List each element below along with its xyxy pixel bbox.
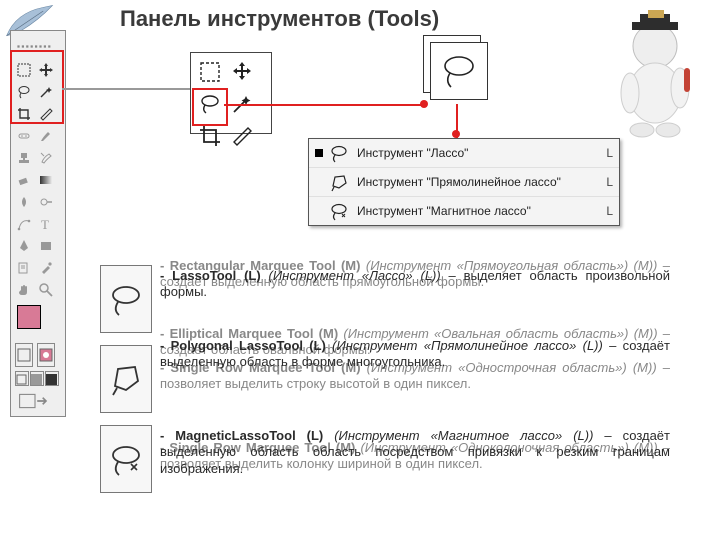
popup-key: L	[606, 204, 613, 218]
polylasso-icon	[329, 172, 349, 192]
connector-dot-1	[420, 100, 428, 108]
tool-stamp[interactable]	[13, 147, 35, 169]
tool-brush[interactable]	[35, 125, 57, 147]
tool-marquee[interactable]	[13, 59, 35, 81]
popup-label: Инструмент "Прямолинейное лассо"	[357, 175, 606, 189]
lasso-expl-1: - LassoTool (L) (Инструмент «Лассо» (L))…	[160, 268, 670, 301]
connector-gray	[62, 88, 190, 90]
zoom-crop-icon	[195, 121, 225, 151]
maglasso-icon	[329, 201, 349, 221]
tool-crop[interactable]	[13, 103, 35, 125]
connector-red-1	[224, 104, 424, 106]
zoom-move-icon	[227, 57, 257, 87]
lasso-expl-2: - Polygonal LassoTool (L) (Инструмент «П…	[160, 338, 670, 371]
tool-move[interactable]	[35, 59, 57, 81]
tool-eyedrop[interactable]	[35, 257, 57, 279]
lasso-popup: Инструмент "Лассо" L Инструмент "Прямоли…	[308, 138, 620, 226]
tool-zoom[interactable]	[35, 279, 57, 301]
screenmode-full[interactable]	[45, 371, 59, 386]
popup-key: L	[606, 146, 613, 160]
page-title: Панель инструментов (Tools)	[120, 6, 439, 32]
tool-eraser[interactable]	[13, 169, 35, 191]
zoom-marquee-icon	[195, 57, 225, 87]
quickmask-on[interactable]	[37, 343, 55, 367]
tools-panel: T	[10, 30, 66, 417]
connector-dot-2	[452, 130, 460, 138]
screenmode-std[interactable]	[15, 371, 29, 386]
tool-pen[interactable]	[13, 235, 35, 257]
lasso-flyout-thumb	[430, 42, 488, 100]
lasso-expl-3: - MagneticLassoTool (L) (Инструмент «Маг…	[160, 428, 670, 477]
popup-label: Инструмент "Магнитное лассо"	[357, 204, 606, 218]
tool-slice[interactable]	[35, 103, 57, 125]
tool-blur[interactable]	[13, 191, 35, 213]
svg-text:T: T	[41, 217, 49, 232]
quickmask-off[interactable]	[15, 343, 33, 367]
tool-hand[interactable]	[13, 279, 35, 301]
tool-path[interactable]	[13, 213, 35, 235]
popup-row-maglasso[interactable]: Инструмент "Магнитное лассо" L	[309, 197, 619, 225]
jump-to[interactable]	[13, 388, 57, 414]
strip-polylasso	[100, 345, 152, 413]
tool-gradient[interactable]	[35, 169, 57, 191]
color-swatches[interactable]	[13, 301, 57, 341]
mascot-figure	[600, 8, 710, 138]
strip-maglasso	[100, 425, 152, 493]
popup-row-polylasso[interactable]: Инструмент "Прямолинейное лассо" L	[309, 168, 619, 197]
popup-row-lasso[interactable]: Инструмент "Лассо" L	[309, 139, 619, 168]
tool-dodge[interactable]	[35, 191, 57, 213]
tool-lasso[interactable]	[13, 81, 35, 103]
zoom-slice-icon	[227, 121, 257, 151]
lasso-icon	[329, 143, 349, 163]
popup-key: L	[606, 175, 613, 189]
tool-wand[interactable]	[35, 81, 57, 103]
tool-heal[interactable]	[13, 125, 35, 147]
tool-notes[interactable]	[13, 257, 35, 279]
popup-label: Инструмент "Лассо"	[357, 146, 606, 160]
screenmode-full-menu[interactable]	[30, 371, 44, 386]
strip-lasso	[100, 265, 152, 333]
lasso-strip	[100, 265, 150, 505]
zoom-lasso-icon	[195, 89, 225, 119]
tools-grip	[13, 33, 57, 59]
active-marker	[315, 149, 323, 157]
tool-type[interactable]: T	[35, 213, 57, 235]
tool-group-zoom	[190, 52, 272, 134]
tool-history[interactable]	[35, 147, 57, 169]
tool-shape[interactable]	[35, 235, 57, 257]
